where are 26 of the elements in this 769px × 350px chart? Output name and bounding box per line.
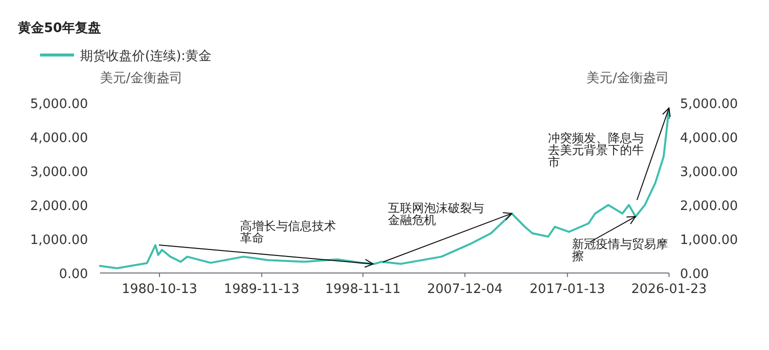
y-tick-label: 3,000.00 — [30, 165, 88, 180]
y2-tick-label: 0.00 — [680, 267, 709, 282]
y-tick-label: 4,000.00 — [30, 131, 88, 146]
annotation: 新冠疫情与贸易摩擦 — [572, 237, 669, 263]
annotation: 冲突频发、降息与去美元背景下的牛市 — [548, 131, 645, 169]
y2-tick-label: 4,000.00 — [680, 131, 738, 146]
y-axis-title: 美元/金衡盎司 — [100, 70, 182, 86]
x-tick-label: 2007-12-04 — [427, 282, 503, 297]
legend-label: 期货收盘价(连续):黄金 — [80, 49, 212, 64]
x-tick-label: 1998-11-11 — [325, 282, 401, 297]
y2-tick-label: 1,000.00 — [680, 233, 738, 248]
y-tick-label: 1,000.00 — [30, 233, 88, 248]
y2-tick-label: 2,000.00 — [680, 199, 738, 214]
chart-title: 黄金50年复盘 — [17, 21, 102, 36]
y2-axis-title: 美元/金衡盎司 — [586, 70, 669, 86]
annotation: 高增长与信息技术革命 — [240, 219, 337, 245]
annotation: 互联网泡沫破裂与金融危机 — [388, 201, 485, 227]
x-tick-label: 1989-11-13 — [224, 282, 300, 297]
y-tick-label: 2,000.00 — [30, 199, 88, 214]
y-tick-label: 5,000.00 — [30, 97, 88, 112]
x-tick-label: 2017-01-13 — [530, 282, 606, 297]
x-tick-label: 2026-01-23 — [631, 282, 707, 297]
y2-tick-label: 5,000.00 — [680, 97, 738, 112]
y2-tick-label: 3,000.00 — [680, 165, 738, 180]
x-tick-label: 1980-10-13 — [122, 282, 198, 297]
y-tick-label: 0.00 — [59, 267, 88, 282]
